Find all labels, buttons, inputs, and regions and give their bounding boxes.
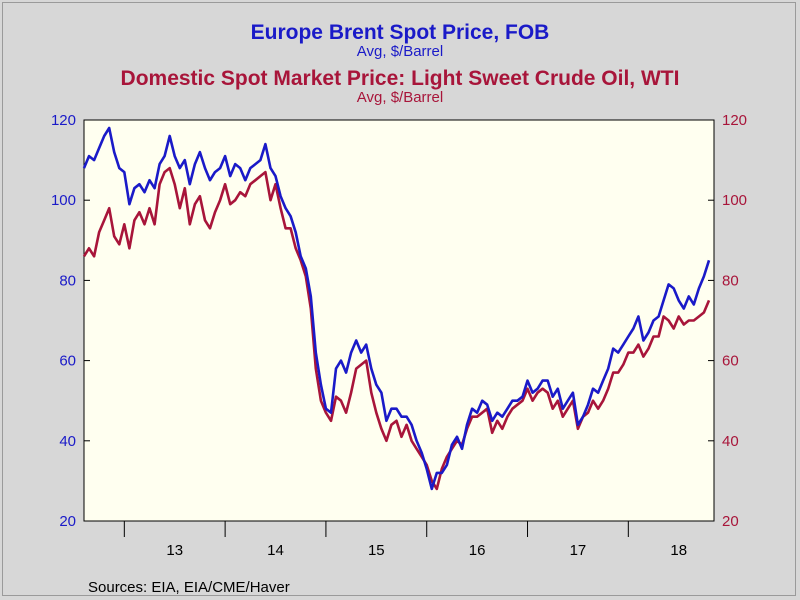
x-tick-label: 13 [166, 542, 183, 559]
x-tick-label: 16 [469, 542, 486, 559]
chart-subtitle-brent: Avg, $/Barrel [356, 43, 444, 60]
x-tick-label: 18 [670, 542, 687, 559]
x-tick-label: 15 [368, 542, 385, 559]
source-note: Sources: EIA, EIA/CME/Haver [88, 579, 290, 596]
y-tick-label-left: 60 [59, 353, 76, 370]
y-tick-label-left: 100 [51, 192, 76, 209]
y-tick-label-right: 20 [722, 513, 739, 530]
y-tick-label-right: 80 [722, 272, 739, 289]
series-line-wti [82, 166, 711, 491]
y-tick-label-left: 20 [59, 513, 76, 530]
y-tick-label-right: 60 [722, 353, 739, 370]
x-tick-label: 14 [267, 542, 284, 559]
chart-title-wti: Domestic Spot Market Price: Light Sweet … [120, 67, 680, 90]
y-tick-label-left: 40 [59, 433, 76, 450]
y-tick-label-left: 120 [51, 112, 76, 129]
y-tick-label-right: 40 [722, 433, 739, 450]
y-tick-label-right: 120 [722, 112, 747, 129]
x-tick-label: 17 [570, 542, 587, 559]
plot-area [83, 119, 715, 522]
y-tick-label-left: 80 [59, 272, 76, 289]
chart-subtitle-wti: Avg, $/Barrel [356, 89, 444, 106]
chart-title-brent: Europe Brent Spot Price, FOB [250, 21, 550, 44]
series-line-brent [82, 126, 711, 491]
y-tick-label-right: 100 [722, 192, 747, 209]
